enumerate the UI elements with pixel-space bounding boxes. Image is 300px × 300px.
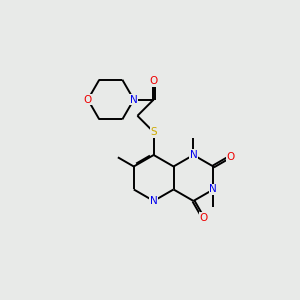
Text: N: N	[150, 196, 158, 206]
Text: N: N	[209, 184, 217, 194]
Text: N: N	[130, 94, 138, 105]
Text: O: O	[199, 213, 207, 223]
Text: O: O	[149, 76, 158, 86]
Text: N: N	[190, 150, 197, 160]
Text: O: O	[226, 152, 234, 162]
Text: S: S	[150, 127, 157, 137]
Text: O: O	[84, 94, 92, 105]
